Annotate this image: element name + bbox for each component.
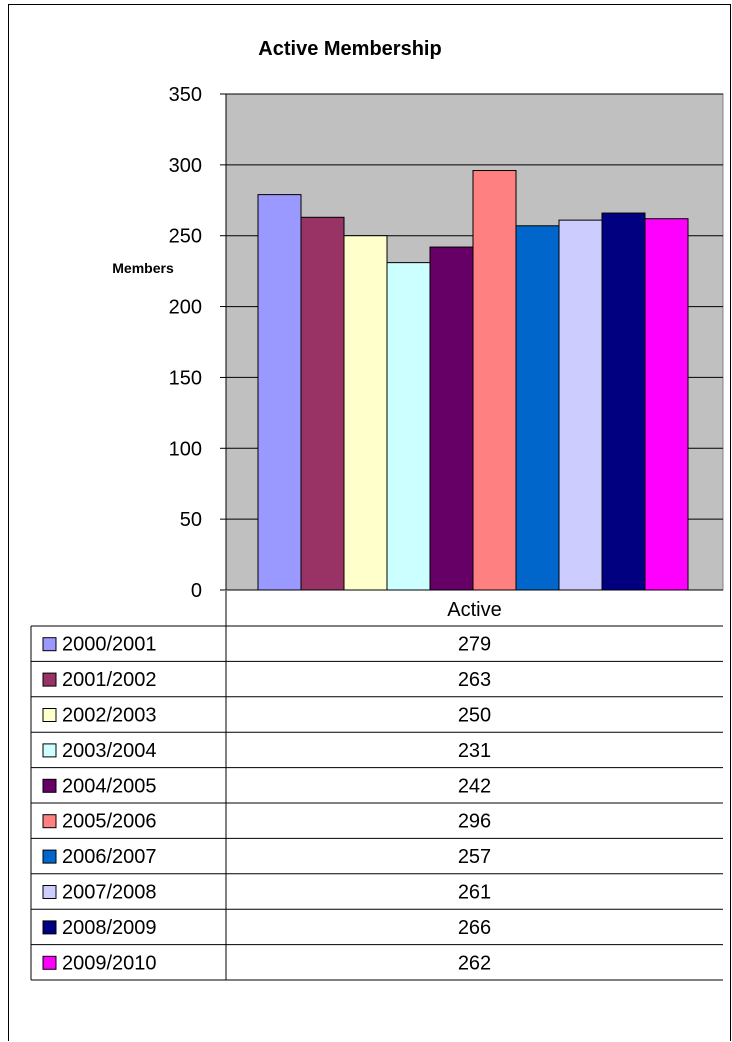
legend-entry: 2004/2005 [62,775,157,797]
y-tick-label: 250 [169,226,202,248]
bar [386,262,431,591]
legend-key [42,920,57,935]
legend-entry: 2008/2009 [62,917,157,939]
bar [257,194,302,591]
legend-key [42,672,57,687]
bar [300,216,345,591]
y-tick-label: 350 [169,84,202,106]
data-label: 262 [458,952,491,974]
bars [257,170,689,591]
y-tick-label: 150 [169,367,202,389]
legend-key [42,778,57,793]
legend-entry: 2007/2008 [62,882,157,904]
y-tick-label: 50 [180,509,202,531]
legend-entry: 2002/2003 [62,705,157,727]
data-label: 266 [458,917,491,939]
bar [429,246,474,591]
legend-key [42,955,57,970]
legend-key [42,814,57,829]
y-tick-label: 0 [191,580,202,602]
legend-key [42,708,57,722]
bar [558,219,603,591]
y-tick-label: 200 [169,297,202,319]
legend-key [42,849,57,864]
legend-entry: 2003/2004 [62,740,157,762]
data-label: 261 [458,882,491,904]
y-tick-label: 300 [169,155,202,177]
bar [601,212,646,591]
legend-key [42,743,57,758]
data-label: 242 [458,775,491,797]
legend-entry: 2006/2007 [62,846,157,868]
category-label: Active [447,599,501,621]
y-tick-label: 100 [169,438,202,460]
legend-entry: 2005/2006 [62,811,157,833]
data-label: 257 [458,846,491,868]
legend-entry: 2001/2002 [62,669,157,691]
bar [515,225,560,591]
data-label: 231 [458,740,491,762]
legend-key [42,885,57,899]
bar [472,170,517,591]
chart-title: Active Membership [258,38,441,60]
bar [343,235,388,591]
data-table: Active 2000/2001 279 2001/2002 263 2002/2003 2… [30,591,723,981]
data-label: 296 [458,811,491,833]
bar [644,218,689,591]
legend-entry: 2009/2010 [62,952,157,974]
legend-key [42,637,57,652]
data-label: 263 [458,669,491,691]
data-label: 279 [458,634,491,656]
data-label: 250 [458,705,491,727]
chart-frame [8,4,731,1041]
y-axis-label: Members [112,260,174,276]
legend-entry: 2000/2001 [62,634,157,656]
